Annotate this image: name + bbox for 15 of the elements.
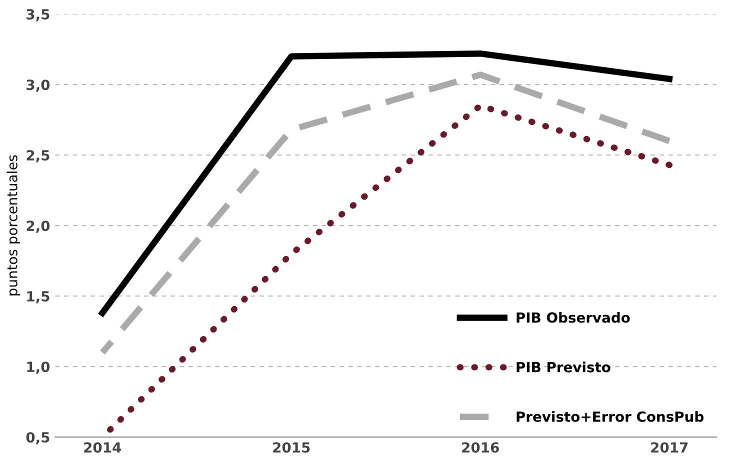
y-tick-label: 1,0 [27, 362, 50, 374]
y-axis-title: puntos porcentuales [6, 155, 20, 296]
legend-label: Previsto+Error ConsPub [516, 411, 704, 422]
y-tick-label: 2,0 [26, 220, 50, 233]
x-tick-label: 2014 [84, 442, 122, 453]
y-tick-label: 3,0 [26, 80, 50, 92]
y-tick-label: 0,5 [26, 432, 50, 444]
y-tick-label: 2,5 [26, 150, 50, 162]
y-tick-label: 1,5 [27, 291, 50, 304]
x-tick-label: 2015 [273, 442, 310, 453]
x-tick-label: 2016 [462, 442, 499, 453]
y-tick-label: 3,5 [26, 9, 50, 22]
legend-label: PIB Observado [516, 312, 630, 323]
legend-label: PIB Previsto [516, 362, 610, 372]
x-tick-label: 2017 [651, 442, 688, 453]
